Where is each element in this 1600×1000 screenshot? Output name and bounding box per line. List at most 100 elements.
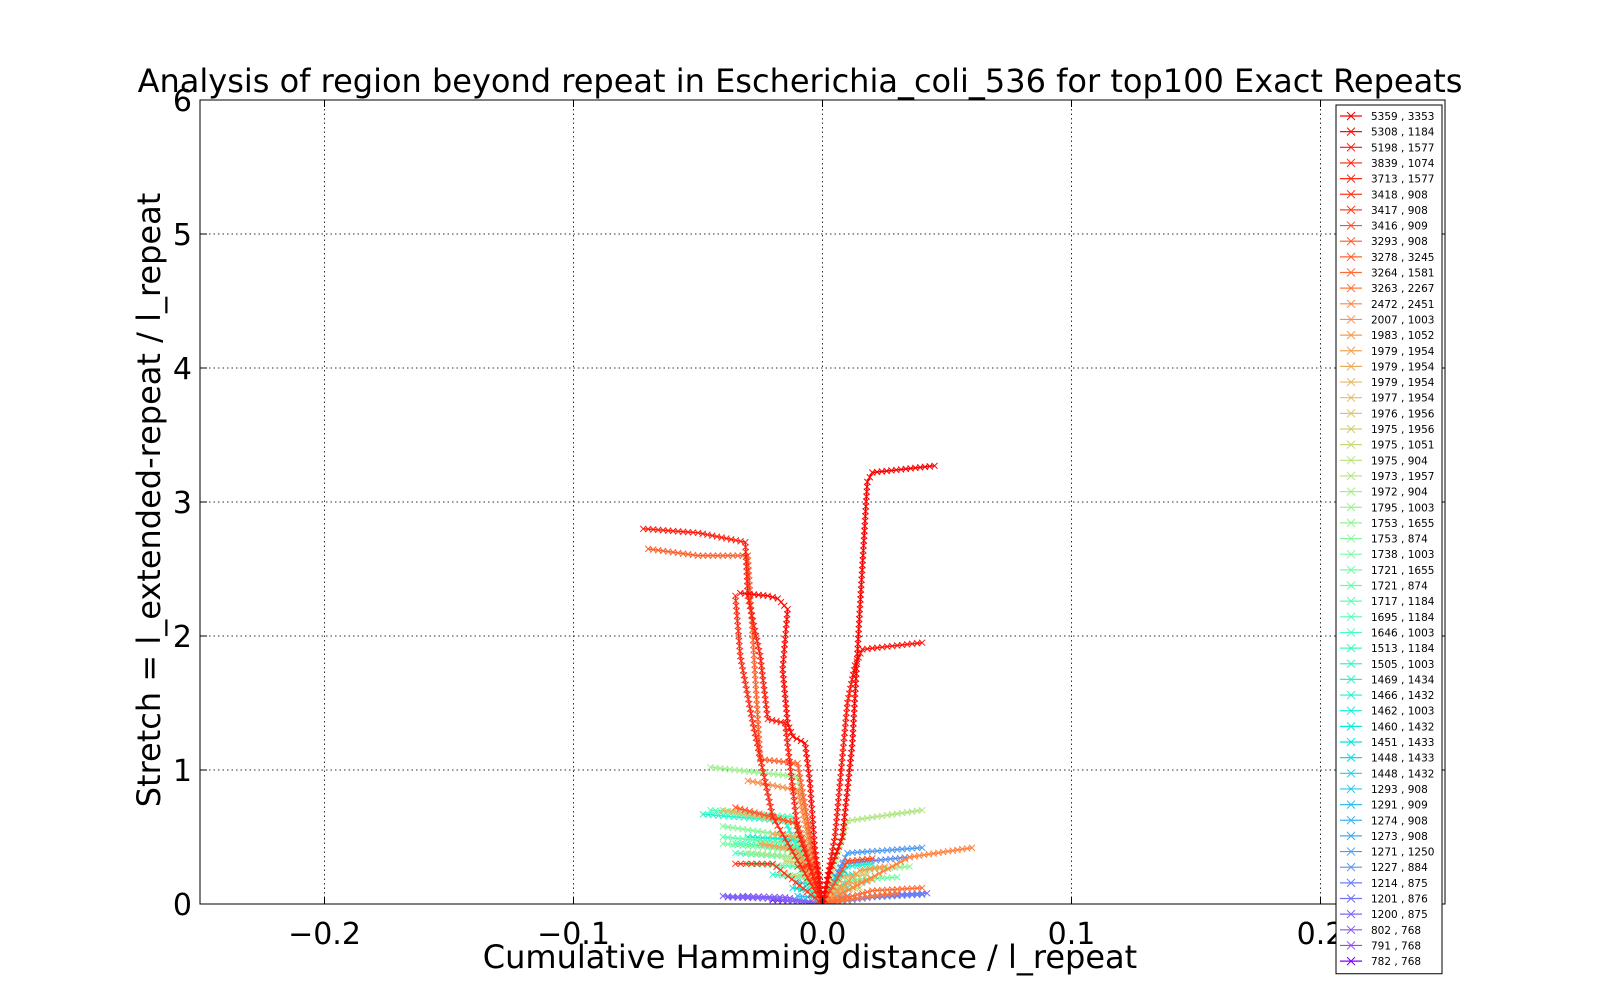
legend-entry: 1513 , 1184: [1340, 643, 1435, 655]
data-point: [829, 897, 836, 904]
legend-marker: [1346, 315, 1356, 324]
legend-marker: [1346, 424, 1356, 434]
legend-label: 782 , 768: [1371, 956, 1421, 968]
data-point: [799, 865, 806, 873]
legend-entry: 2007 , 1003: [1340, 314, 1434, 326]
data-point: [734, 552, 742, 559]
data-point: [807, 785, 814, 792]
legend-entry: 1291 , 909: [1340, 800, 1428, 812]
data-point: [858, 889, 866, 897]
data-point: [897, 858, 905, 866]
data-point: [878, 886, 886, 894]
legend-marker: [1346, 518, 1356, 528]
data-point: [788, 875, 796, 883]
y-tick-label: 0: [173, 888, 192, 923]
data-point: [771, 817, 779, 825]
data-point: [797, 801, 805, 809]
legend-label: 3263 , 2267: [1371, 283, 1434, 295]
legend-entry: 5198 , 1577: [1340, 142, 1434, 154]
legend-marker: [1346, 565, 1356, 575]
data-point: [836, 870, 844, 878]
legend-label: 2472 , 2451: [1371, 299, 1434, 311]
legend-marker: [1346, 362, 1356, 371]
legend-entry: 1505 , 1003: [1340, 659, 1434, 671]
data-point: [804, 899, 811, 904]
legend-marker: [1346, 502, 1356, 512]
data-point: [834, 896, 841, 904]
legend-label: 1975 , 1956: [1371, 424, 1435, 436]
data-point: [918, 884, 926, 892]
legend-label: 1975 , 1051: [1371, 440, 1434, 452]
legend-marker: [1346, 111, 1356, 121]
data-point: [868, 855, 876, 862]
y-tick-label: 3: [173, 486, 192, 521]
data-point: [839, 883, 847, 891]
legend-marker: [1346, 925, 1356, 935]
legend-label: 1695 , 1184: [1371, 612, 1435, 624]
data-point: [736, 589, 744, 597]
data-point: [769, 593, 777, 601]
data-point: [699, 810, 707, 818]
series-1: [736, 589, 826, 904]
data-point: [753, 860, 761, 868]
legend-label: 1721 , 874: [1371, 581, 1428, 593]
legend-label: 1451 , 1433: [1371, 737, 1434, 749]
legend-marker: [1346, 956, 1356, 966]
legend-entry: 3418 , 908: [1340, 189, 1428, 201]
data-point: [875, 870, 883, 877]
legend-label: 1983 , 1052: [1371, 330, 1434, 342]
data-point: [826, 887, 834, 895]
legend-marker: [1346, 252, 1356, 262]
legend-entry: 1973 , 1957: [1340, 471, 1434, 483]
data-point: [883, 886, 891, 894]
data-point: [884, 865, 892, 873]
y-tick-label: 5: [173, 218, 192, 253]
data-point: [744, 777, 752, 785]
data-point: [719, 806, 727, 814]
x-tick-label: 0.1: [1048, 917, 1096, 952]
data-point: [808, 810, 816, 818]
legend-label: 1200 , 875: [1371, 909, 1428, 921]
legend-marker: [1346, 393, 1356, 403]
legend: 5359 , 3353 5308 , 1184 5198 , 1577 3839 , …: [1335, 104, 1443, 975]
data-point: [717, 807, 725, 815]
data-point: [785, 724, 793, 731]
data-point: [809, 821, 817, 828]
data-point: [858, 879, 866, 887]
legend-entry: 782 , 768: [1340, 956, 1421, 968]
data-point: [804, 874, 811, 882]
data-point: [746, 807, 754, 815]
legend-marker: [1346, 330, 1356, 340]
legend-entry: 1979 , 1954: [1340, 377, 1435, 389]
data-point: [839, 866, 846, 874]
data-point: [779, 816, 787, 824]
data-point: [901, 856, 909, 863]
data-point: [798, 840, 806, 848]
legend-marker: [1346, 675, 1356, 684]
legend-marker: [1346, 909, 1356, 919]
data-point: [760, 811, 768, 819]
data-point: [893, 885, 901, 893]
data-point: [755, 810, 763, 818]
legend-entry: 1738 , 1003: [1340, 549, 1434, 561]
data-point: [715, 812, 722, 819]
legend-entry: 1795 , 1003: [1340, 502, 1434, 514]
data-point: [798, 855, 806, 863]
legend-label: 791 , 768: [1371, 940, 1421, 952]
legend-entry: 2472 , 2451: [1340, 299, 1434, 311]
legend-label: 1753 , 1655: [1371, 518, 1434, 530]
legend-label: 1505 , 1003: [1371, 659, 1434, 671]
x-tick-label: −0.2: [288, 917, 361, 952]
data-point: [739, 893, 747, 901]
data-point: [699, 552, 707, 559]
y-tick-label: 4: [173, 352, 192, 387]
legend-marker: [1346, 800, 1356, 809]
data-point: [806, 863, 814, 871]
data-point: [913, 884, 921, 892]
legend-label: 1293 , 908: [1371, 784, 1428, 796]
data-point: [805, 859, 812, 866]
data-point: [756, 840, 764, 848]
data-point: [873, 886, 881, 894]
data-point: [918, 806, 926, 814]
data-point: [794, 892, 801, 900]
